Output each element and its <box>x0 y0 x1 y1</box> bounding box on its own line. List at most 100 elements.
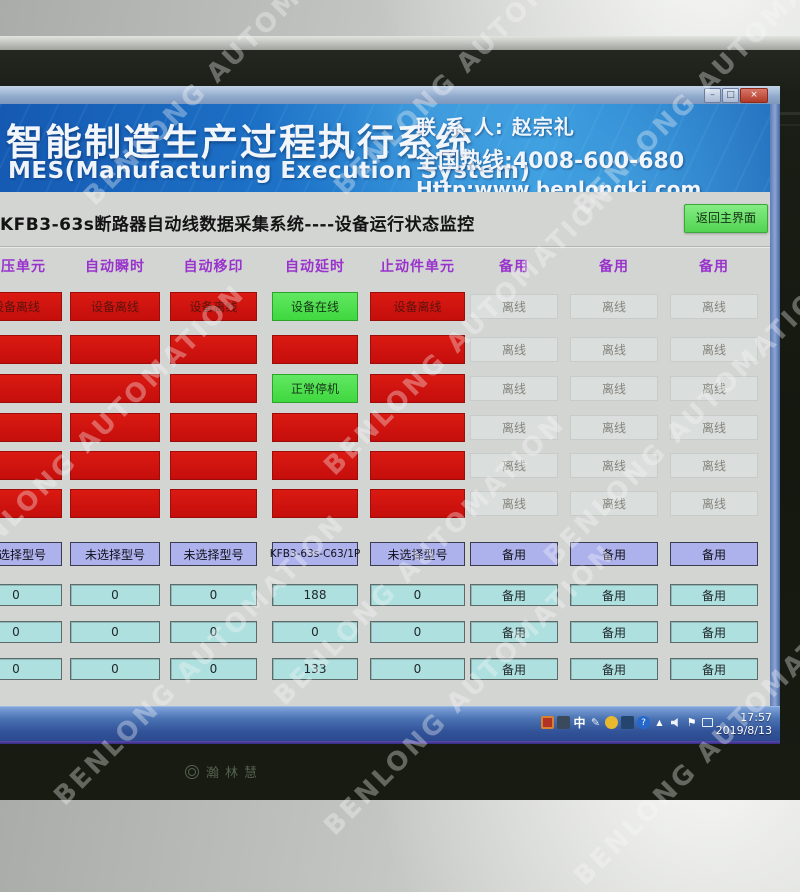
counter-cell: 133 <box>272 658 358 680</box>
status-cell <box>170 451 257 480</box>
network-icon[interactable] <box>701 716 714 729</box>
counter-cell: 0 <box>70 658 160 680</box>
column-header: 止动件单元 <box>380 259 455 275</box>
volume-icon[interactable] <box>669 716 682 729</box>
status-cell <box>370 489 465 518</box>
model-cell: 未选择型号 <box>170 542 257 566</box>
status-cell: 离线 <box>570 337 658 362</box>
status-cell: 离线 <box>470 294 558 319</box>
status-cell <box>272 413 358 442</box>
screen: – □ × 智能制造生产过程执行系统 MES(Manufacturing Exe… <box>0 86 780 744</box>
column-header: 备用 <box>499 259 529 275</box>
model-cell: 未选择型号 <box>70 542 160 566</box>
taskbar[interactable]: 中 ✎ ? ▲ ⚑ 17:57 2019/8/13 <box>0 706 780 744</box>
status-cell: 离线 <box>670 453 758 478</box>
status-cell <box>272 489 358 518</box>
show-hidden-icons-button[interactable]: ▲ <box>656 718 663 727</box>
contact-person: 联 系 人: 赵宗礼 <box>416 115 575 139</box>
status-cell: 离线 <box>570 294 658 319</box>
status-cell <box>70 489 160 518</box>
counter-cell: 0 <box>70 584 160 606</box>
minimize-button[interactable]: – <box>704 88 721 103</box>
monitor-brand-label: 瀚林慧 <box>206 766 264 781</box>
separator-line <box>0 246 770 247</box>
counter-cell: 0 <box>170 621 257 643</box>
counter-cell: 备用 <box>670 584 758 606</box>
status-cell <box>0 374 62 403</box>
status-cell <box>370 374 465 403</box>
tray-app2-icon[interactable] <box>557 716 570 729</box>
status-cell: 离线 <box>570 453 658 478</box>
status-cell: 离线 <box>570 376 658 401</box>
tray-clock-app-icon[interactable] <box>605 716 618 729</box>
clock-date: 2019/8/13 <box>715 724 772 737</box>
status-cell: 离线 <box>670 376 758 401</box>
taskbar-clock[interactable]: 17:57 2019/8/13 <box>716 711 772 737</box>
counter-cell: 0 <box>370 658 465 680</box>
status-cell <box>70 374 160 403</box>
hotline-number: 全国热线:4008-600-680 <box>416 149 685 174</box>
return-main-button[interactable]: 返回主界面 <box>684 204 768 233</box>
status-cell: 离线 <box>470 453 558 478</box>
window-titlebar: – □ × <box>0 86 780 105</box>
monitor-brand-logo-icon <box>185 764 199 779</box>
status-cell <box>272 335 358 364</box>
counter-cell: 188 <box>272 584 358 606</box>
maximize-button[interactable]: □ <box>722 88 739 103</box>
status-cell <box>370 413 465 442</box>
window-controls: – □ × <box>704 88 768 103</box>
model-cell: 备用 <box>470 542 558 566</box>
counter-cell: 0 <box>0 658 62 680</box>
status-cell <box>170 335 257 364</box>
counter-cell: 备用 <box>470 584 558 606</box>
column-header: 自动瞬时 <box>85 259 145 275</box>
column-header: 备用 <box>699 259 729 275</box>
ime-language-icon[interactable]: 中 <box>573 716 586 730</box>
tray-chart-app-icon[interactable] <box>621 716 634 729</box>
column-header: 备用 <box>599 259 629 275</box>
close-button[interactable]: × <box>740 88 768 103</box>
system-title-en: MES(Manufacturing Execution System) <box>8 158 531 184</box>
counter-cell: 0 <box>70 621 160 643</box>
counter-cell: 0 <box>170 658 257 680</box>
status-cell: 正常停机 <box>272 374 358 403</box>
status-cell: 离线 <box>670 415 758 440</box>
counter-cell: 0 <box>272 621 358 643</box>
model-cell: 备用 <box>570 542 658 566</box>
status-cell: 离线 <box>470 376 558 401</box>
counter-cell: 备用 <box>470 621 558 643</box>
counter-cell: 0 <box>0 621 62 643</box>
status-cell: 设备离线 <box>70 292 160 321</box>
counter-cell: 备用 <box>670 658 758 680</box>
ime-pen-icon[interactable]: ✎ <box>590 716 601 729</box>
help-icon[interactable]: ? <box>637 716 650 729</box>
main-content: KFB3-63s断路器自动线数据采集系统----设备运行状态监控 返回主界面 耐… <box>0 192 770 706</box>
status-cell: 离线 <box>470 415 558 440</box>
system-title-cn: 智能制造生产过程执行系统 <box>6 121 474 164</box>
system-tray: 中 ✎ ? ▲ ⚑ <box>541 716 714 730</box>
status-cell <box>170 374 257 403</box>
counter-cell: 备用 <box>570 658 658 680</box>
status-cell <box>370 451 465 480</box>
window-right-border <box>770 104 780 706</box>
status-cell <box>0 335 62 364</box>
model-cell: KFB3-63s-C63/1P <box>270 542 360 566</box>
column-header: 耐压单元 <box>0 259 46 275</box>
status-cell <box>170 413 257 442</box>
action-center-flag-icon[interactable]: ⚑ <box>686 716 697 729</box>
status-cell: 设备离线 <box>370 292 465 321</box>
tray-app-icon[interactable] <box>541 716 554 729</box>
model-cell: 未选择型号 <box>370 542 465 566</box>
status-cell: 设备在线 <box>272 292 358 321</box>
status-cell: 离线 <box>570 491 658 516</box>
status-cell: 离线 <box>470 337 558 362</box>
status-cell <box>370 335 465 364</box>
status-cell <box>70 451 160 480</box>
counter-cell: 备用 <box>570 621 658 643</box>
website-url: Http:www.benlongkj.com <box>416 177 702 192</box>
counter-cell: 备用 <box>470 658 558 680</box>
monitor-top-edge <box>0 36 800 50</box>
status-cell: 离线 <box>670 294 758 319</box>
page-title: KFB3-63s断路器自动线数据采集系统----设备运行状态监控 <box>0 215 475 235</box>
status-cell <box>70 413 160 442</box>
